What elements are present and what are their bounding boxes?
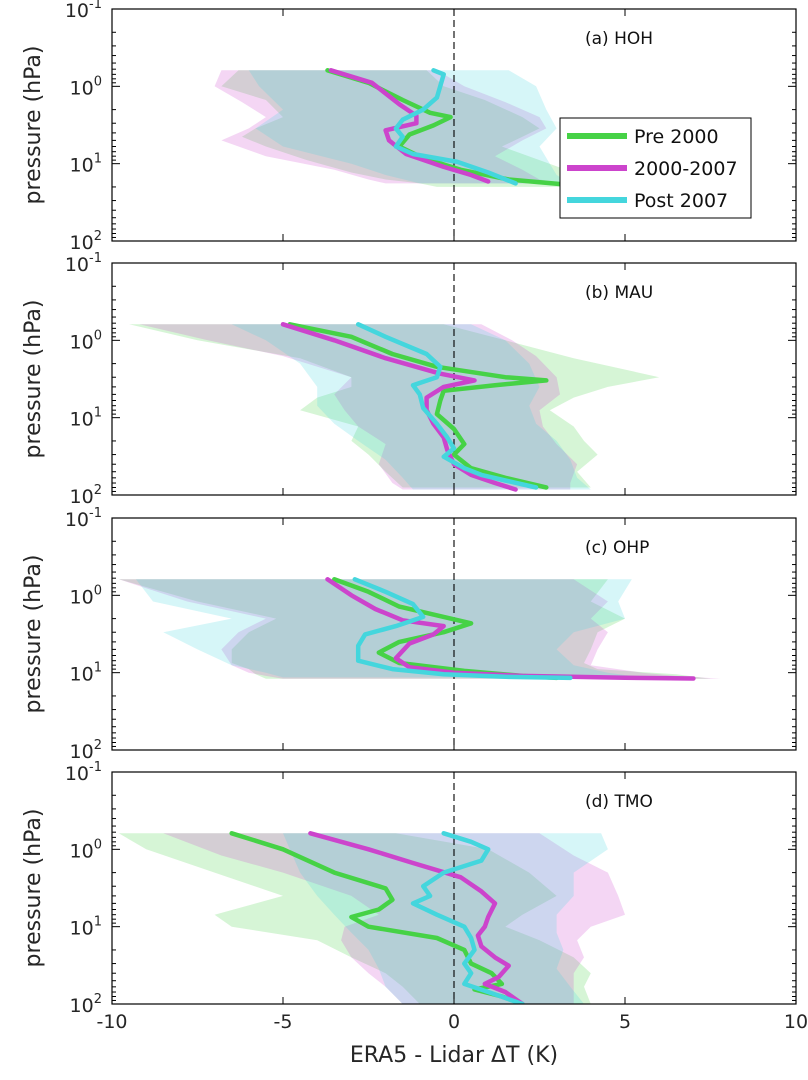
- x-tick-label: 0: [448, 1011, 460, 1033]
- y-tick-label: 102: [70, 992, 102, 1017]
- y-tick-label: 102: [70, 229, 102, 254]
- y-tick-exponent: 2: [94, 229, 102, 244]
- legend-label: 2000-2007: [634, 158, 738, 180]
- y-tick-base: 10: [70, 995, 94, 1017]
- spread-band: [129, 324, 660, 488]
- series-line: [308, 831, 525, 1004]
- y-tick-base: 10: [70, 918, 94, 940]
- y-tick-label: 100: [70, 837, 102, 862]
- y-tick-exponent: 0: [94, 328, 102, 343]
- series-line: [393, 68, 518, 186]
- plot-area: [214, 9, 677, 241]
- y-tick-base: 10: [70, 409, 94, 431]
- y-tick-exponent: 2: [94, 992, 102, 1007]
- y-tick-exponent: 2: [94, 483, 102, 498]
- spread-band: [118, 579, 711, 679]
- spread-band: [214, 70, 564, 184]
- x-axis-title: ERA5 - Lidar ΔT (K): [350, 1043, 558, 1068]
- y-tick-base: 10: [65, 509, 89, 531]
- y-tick-base: 10: [70, 486, 94, 508]
- y-tick-exponent: -1: [89, 251, 102, 266]
- series-line: [410, 831, 525, 1004]
- y-tick-label: 102: [70, 483, 102, 508]
- y-tick-label: 101: [70, 661, 102, 686]
- y-tick-exponent: 1: [94, 915, 102, 930]
- x-tick-label: -10: [96, 1011, 127, 1033]
- x-tick-label: 10: [784, 1011, 808, 1033]
- y-tick-base: 10: [70, 840, 94, 862]
- series-line: [352, 577, 573, 681]
- y-tick-exponent: 0: [94, 837, 102, 852]
- y-tick-base: 10: [70, 155, 94, 177]
- y-tick-base: 10: [65, 0, 89, 22]
- y-tick-exponent: 1: [94, 152, 102, 167]
- y-tick-base: 10: [70, 77, 94, 99]
- spread-band: [163, 833, 626, 1004]
- y-axis-title: pressure (hPa): [21, 809, 46, 968]
- y-tick-exponent: -1: [89, 0, 102, 12]
- spread-band: [231, 324, 591, 490]
- panel-label: (c) OHP: [585, 538, 649, 558]
- y-tick-label: 10-1: [65, 506, 102, 531]
- series-line: [355, 322, 539, 490]
- y-axis-title: pressure (hPa): [21, 300, 46, 459]
- y-tick-exponent: 1: [94, 661, 102, 676]
- legend-label: Post 2007: [634, 190, 728, 212]
- legend-label: Pre 2000: [634, 126, 719, 148]
- y-tick-label: 101: [70, 152, 102, 177]
- y-tick-base: 10: [65, 254, 89, 276]
- panel-label: (d) TMO: [585, 792, 653, 812]
- y-tick-label: 10-1: [65, 251, 102, 276]
- panel-label: (b) MAU: [585, 283, 653, 303]
- x-tick-label: 5: [619, 1011, 631, 1033]
- y-tick-exponent: 1: [94, 406, 102, 421]
- y-tick-label: 101: [70, 915, 102, 940]
- series-line: [328, 68, 491, 184]
- y-tick-label: 102: [70, 738, 102, 763]
- y-tick-base: 10: [65, 763, 89, 785]
- y-tick-label: 101: [70, 406, 102, 431]
- y-axis-title: pressure (hPa): [21, 555, 46, 714]
- y-tick-exponent: 2: [94, 738, 102, 753]
- series-line: [287, 322, 549, 490]
- x-tick-label: -5: [274, 1011, 293, 1033]
- y-tick-exponent: -1: [89, 506, 102, 521]
- panel-label: (a) HOH: [585, 29, 653, 49]
- y-tick-label: 10-1: [65, 0, 102, 22]
- y-tick-label: 10-1: [65, 760, 102, 785]
- y-tick-exponent: 0: [94, 74, 102, 89]
- spread-band: [139, 324, 578, 490]
- y-tick-label: 100: [70, 74, 102, 99]
- plot-area: [129, 263, 660, 495]
- y-tick-base: 10: [70, 586, 94, 608]
- y-tick-base: 10: [70, 664, 94, 686]
- y-tick-exponent: -1: [89, 760, 102, 775]
- y-tick-base: 10: [70, 741, 94, 763]
- y-tick-base: 10: [70, 331, 94, 353]
- y-tick-base: 10: [70, 232, 94, 254]
- y-tick-label: 100: [70, 583, 102, 608]
- y-tick-exponent: 0: [94, 583, 102, 598]
- plot-area: [118, 772, 626, 1004]
- spread-band: [118, 579, 721, 679]
- spread-band: [221, 70, 677, 187]
- y-axis-title: pressure (hPa): [21, 46, 46, 205]
- legend: Pre 2000 2000-2007 Post 2007: [559, 117, 752, 219]
- plot-area: [118, 518, 721, 750]
- y-tick-label: 100: [70, 328, 102, 353]
